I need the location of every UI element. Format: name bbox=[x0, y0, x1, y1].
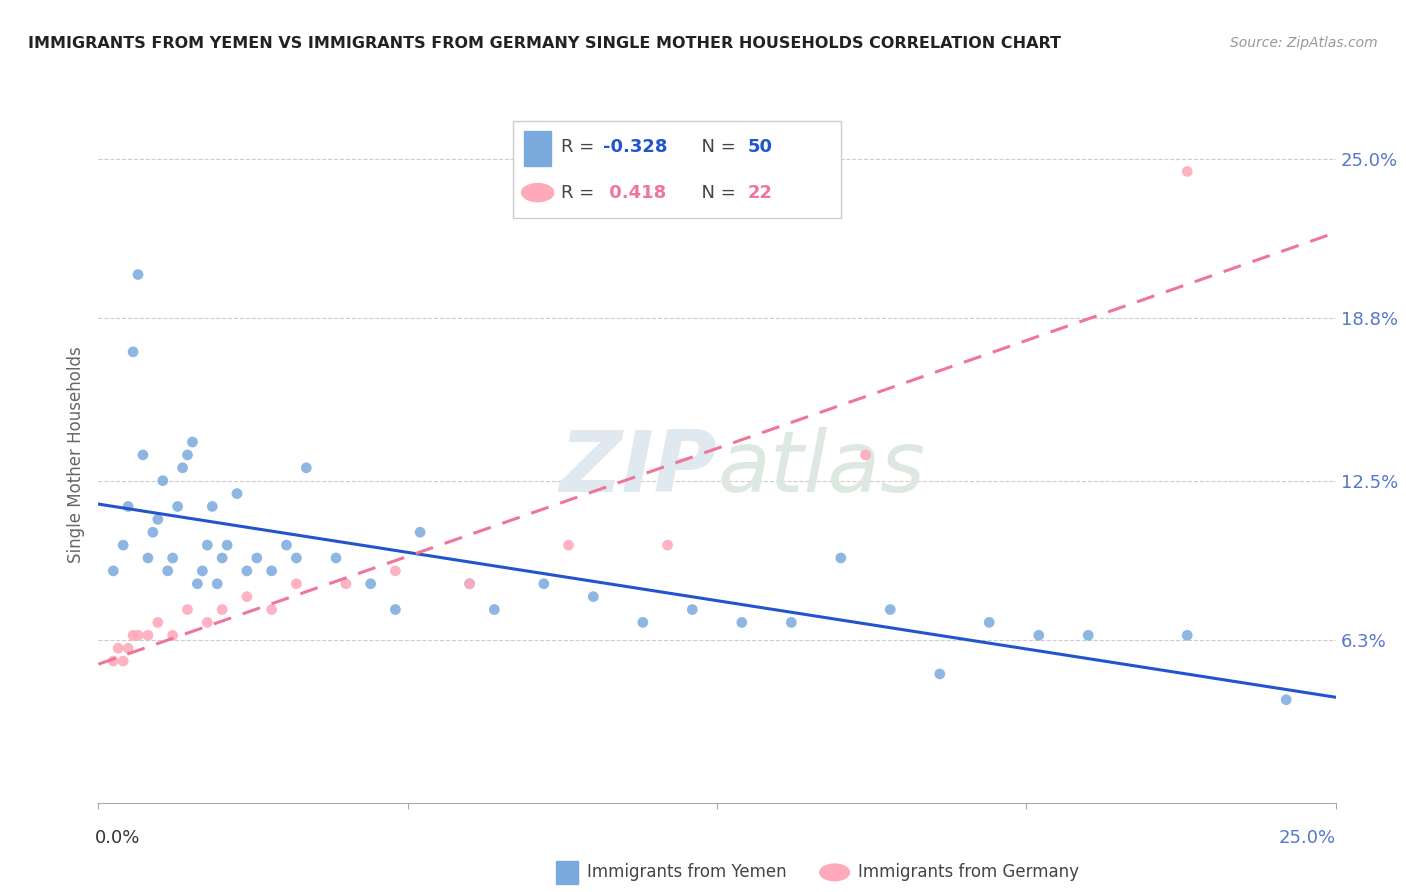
Point bbox=[780, 615, 803, 630]
Point bbox=[195, 538, 218, 552]
Point bbox=[1077, 628, 1099, 642]
Point bbox=[979, 615, 1001, 630]
Point bbox=[176, 448, 198, 462]
Point bbox=[107, 641, 129, 656]
Text: IMMIGRANTS FROM YEMEN VS IMMIGRANTS FROM GERMANY SINGLE MOTHER HOUSEHOLDS CORREL: IMMIGRANTS FROM YEMEN VS IMMIGRANTS FROM… bbox=[28, 36, 1062, 51]
Point bbox=[260, 602, 283, 616]
Point bbox=[236, 564, 259, 578]
Point bbox=[236, 590, 259, 604]
Point bbox=[176, 602, 198, 616]
Point bbox=[276, 538, 298, 552]
Point bbox=[533, 576, 555, 591]
Point bbox=[162, 551, 184, 566]
FancyBboxPatch shape bbox=[513, 121, 841, 219]
Point bbox=[879, 602, 901, 616]
Text: 0.418: 0.418 bbox=[603, 184, 666, 202]
Point bbox=[855, 448, 877, 462]
Point bbox=[152, 474, 174, 488]
Point bbox=[136, 551, 159, 566]
Text: 0.0%: 0.0% bbox=[94, 830, 141, 847]
Point bbox=[325, 551, 347, 566]
Point bbox=[117, 641, 139, 656]
Point bbox=[1275, 692, 1298, 706]
Point bbox=[132, 448, 155, 462]
Text: -0.328: -0.328 bbox=[603, 138, 668, 156]
Point bbox=[181, 435, 204, 450]
Point bbox=[731, 615, 754, 630]
Point bbox=[127, 628, 149, 642]
Text: 50: 50 bbox=[748, 138, 773, 156]
Point bbox=[217, 538, 239, 552]
Point bbox=[122, 628, 145, 642]
Bar bbox=[557, 862, 578, 883]
Point bbox=[127, 268, 149, 282]
Point bbox=[117, 500, 139, 514]
Point bbox=[166, 500, 188, 514]
Point bbox=[156, 564, 179, 578]
Text: Immigrants from Yemen: Immigrants from Yemen bbox=[588, 863, 787, 881]
Point bbox=[830, 551, 852, 566]
Point bbox=[285, 576, 308, 591]
Text: atlas: atlas bbox=[717, 427, 925, 510]
Point bbox=[631, 615, 654, 630]
Point bbox=[191, 564, 214, 578]
Text: N =: N = bbox=[690, 138, 741, 156]
Point bbox=[384, 564, 406, 578]
Point bbox=[409, 525, 432, 540]
Point bbox=[384, 602, 406, 616]
Text: N =: N = bbox=[690, 184, 741, 202]
Point bbox=[146, 615, 169, 630]
Bar bbox=[524, 131, 551, 166]
Text: Source: ZipAtlas.com: Source: ZipAtlas.com bbox=[1230, 36, 1378, 50]
Point bbox=[146, 512, 169, 526]
Point bbox=[172, 460, 194, 475]
Point bbox=[112, 654, 135, 668]
Point bbox=[360, 576, 382, 591]
Text: R =: R = bbox=[561, 184, 600, 202]
Point bbox=[335, 576, 357, 591]
Point bbox=[246, 551, 269, 566]
Circle shape bbox=[820, 864, 849, 880]
Point bbox=[657, 538, 679, 552]
Text: R =: R = bbox=[561, 138, 600, 156]
Point bbox=[681, 602, 703, 616]
Text: Immigrants from Germany: Immigrants from Germany bbox=[858, 863, 1080, 881]
Text: ZIP: ZIP bbox=[560, 427, 717, 510]
Point bbox=[295, 460, 318, 475]
Point bbox=[260, 564, 283, 578]
Point bbox=[484, 602, 506, 616]
Point bbox=[112, 538, 135, 552]
Point bbox=[1175, 628, 1198, 642]
Point bbox=[142, 525, 165, 540]
Point bbox=[136, 628, 159, 642]
Point bbox=[1028, 628, 1050, 642]
Point bbox=[186, 576, 208, 591]
Point bbox=[162, 628, 184, 642]
Point bbox=[201, 500, 224, 514]
Point bbox=[195, 615, 218, 630]
Text: 22: 22 bbox=[748, 184, 773, 202]
Y-axis label: Single Mother Households: Single Mother Households bbox=[67, 347, 86, 563]
Point bbox=[285, 551, 308, 566]
Point bbox=[458, 576, 481, 591]
Point bbox=[103, 564, 125, 578]
Point bbox=[557, 538, 579, 552]
Point bbox=[205, 576, 228, 591]
Circle shape bbox=[522, 184, 554, 202]
Point bbox=[211, 551, 233, 566]
Point bbox=[1175, 164, 1198, 178]
Point bbox=[122, 344, 145, 359]
Point bbox=[211, 602, 233, 616]
Point bbox=[103, 654, 125, 668]
Point bbox=[226, 486, 249, 500]
Text: 25.0%: 25.0% bbox=[1278, 830, 1336, 847]
Point bbox=[458, 576, 481, 591]
Point bbox=[928, 667, 950, 681]
Point bbox=[582, 590, 605, 604]
